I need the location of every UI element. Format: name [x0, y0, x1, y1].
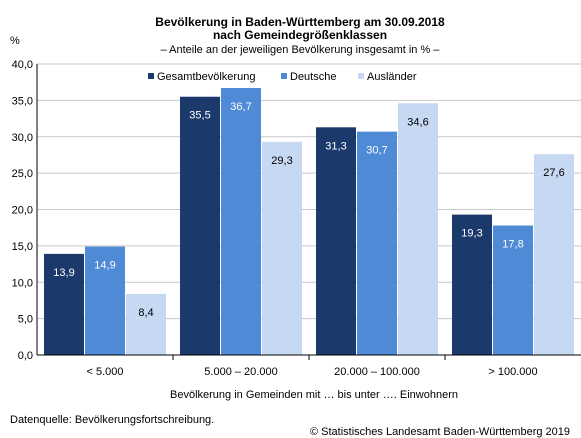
data-label: 13,9 [53, 267, 74, 279]
y-tick-label: 5,0 [18, 314, 33, 326]
data-labels: 13,9 14,9 8,4 35,5 36,7 29,3 31,3 30,7 34,6 19,3 1… [53, 101, 564, 319]
y-tick-label: 35,0 [12, 95, 33, 107]
data-label: 14,9 [94, 260, 115, 272]
bar [452, 214, 492, 355]
bar [534, 154, 574, 355]
bar [398, 103, 438, 355]
chart-subtitle: – Anteile an der jeweiligen Bevölkerung … [161, 44, 441, 56]
bar [316, 127, 356, 355]
bar [493, 225, 533, 355]
legend: Gesamtbevölkerung Deutsche Ausländer [148, 71, 417, 83]
bar [126, 293, 166, 355]
data-label: 31,3 [325, 140, 346, 152]
legend-label: Ausländer [367, 71, 417, 83]
x-axis-label: Bevölkerung in Gemeinden mit … bis unter… [170, 389, 458, 401]
axes [36, 64, 581, 360]
bar-chart: Bevölkerung in Baden-Württemberg am 30.0… [10, 15, 581, 401]
x-category-label: < 5.000 [86, 366, 123, 378]
legend-label: Gesamtbevölkerung [157, 71, 255, 83]
x-category-label: > 100.000 [488, 366, 537, 378]
bar [221, 88, 261, 355]
bar [85, 246, 125, 355]
bar [357, 131, 397, 355]
legend-swatch [358, 73, 364, 79]
y-axis-ticks: 0,0 5,0 10,0 15,0 20,0 25,0 30,0 35,0 40,0 [12, 59, 33, 362]
data-label: 8,4 [138, 307, 153, 319]
bar [180, 96, 220, 356]
legend-label: Deutsche [290, 71, 336, 83]
data-label: 34,6 [407, 116, 428, 128]
data-label: 27,6 [543, 167, 564, 179]
y-tick-label: 30,0 [12, 132, 33, 144]
chart-title: Bevölkerung in Baden-Württemberg am 30.0… [155, 15, 445, 29]
data-label: 35,5 [189, 110, 210, 122]
y-tick-label: 15,0 [12, 241, 33, 253]
y-tick-label: 20,0 [12, 205, 33, 217]
bars [44, 88, 574, 356]
data-label: 30,7 [366, 145, 387, 157]
y-tick-label: 25,0 [12, 168, 33, 180]
data-label: 17,8 [502, 239, 523, 251]
y-tick-label: 0,0 [18, 350, 33, 362]
bar [262, 141, 302, 355]
copyright: © Statistisches Landesamt Baden-Württemb… [309, 426, 570, 438]
chart-title-line2: nach Gemeindegrößenklassen [213, 28, 387, 42]
y-axis-unit: % [10, 35, 20, 47]
data-label: 29,3 [271, 155, 292, 167]
data-label: 19,3 [461, 228, 482, 240]
data-source: Datenquelle: Bevölkerungsfortschreibung. [10, 414, 215, 426]
x-category-label: 20.000 – 100.000 [334, 366, 420, 378]
legend-swatch [148, 73, 154, 79]
legend-swatch [281, 73, 287, 79]
y-tick-label: 10,0 [12, 277, 33, 289]
x-axis-categories: < 5.000 5.000 – 20.000 20.000 – 100.000 > 1… [86, 366, 537, 378]
data-label: 36,7 [230, 101, 251, 113]
bar [44, 253, 84, 355]
x-category-label: 5.000 – 20.000 [204, 366, 277, 378]
y-tick-label: 40,0 [12, 59, 33, 71]
